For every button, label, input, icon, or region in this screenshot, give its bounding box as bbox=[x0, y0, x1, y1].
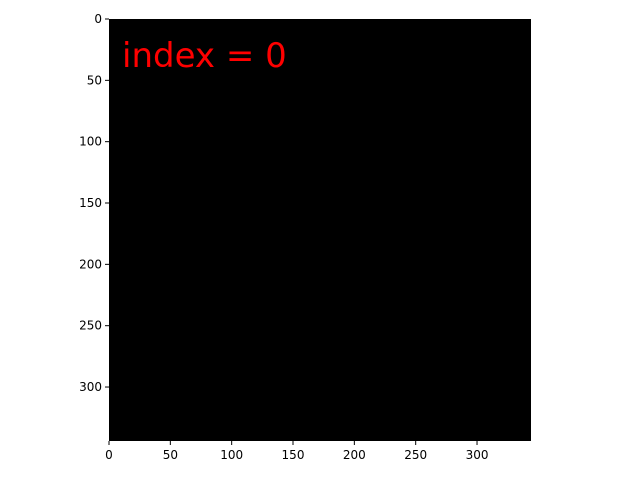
x-tick-label: 100 bbox=[220, 448, 243, 462]
x-tick-label: 200 bbox=[343, 448, 366, 462]
x-tick-label: 0 bbox=[105, 448, 113, 462]
x-tick-label: 50 bbox=[163, 448, 178, 462]
index-annotation: index = 0 bbox=[122, 36, 287, 76]
x-axis: 0 50 100 150 200 250 300 bbox=[105, 441, 488, 462]
y-axis: 0 50 100 150 200 250 300 bbox=[79, 12, 109, 394]
x-tick-label: 250 bbox=[404, 448, 427, 462]
y-tick-label: 300 bbox=[79, 380, 102, 394]
image-area bbox=[109, 19, 531, 441]
y-tick-label: 200 bbox=[79, 257, 102, 271]
y-tick-label: 50 bbox=[87, 73, 102, 87]
y-tick-label: 0 bbox=[94, 12, 102, 26]
x-tick-label: 150 bbox=[282, 448, 305, 462]
y-tick-label: 100 bbox=[79, 135, 102, 149]
y-tick-label: 150 bbox=[79, 196, 102, 210]
y-tick-label: 250 bbox=[79, 319, 102, 333]
x-tick-label: 300 bbox=[466, 448, 489, 462]
